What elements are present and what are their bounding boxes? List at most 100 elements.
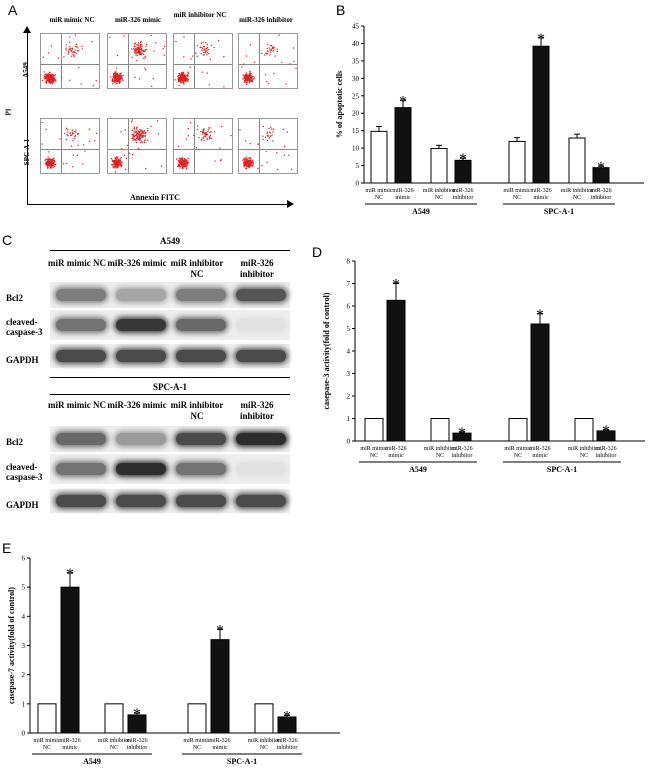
flow-dot: [221, 125, 223, 128]
x-category-label: inhibitor: [453, 195, 474, 201]
flow-dot: [75, 45, 78, 48]
x-category-label: miR inhibitor: [423, 188, 456, 194]
flow-dot: [46, 158, 49, 161]
flow-dot: [145, 48, 148, 51]
flow-dot: [46, 79, 48, 81]
flow-dot: [77, 132, 79, 135]
flow-dot: [74, 135, 76, 138]
bar: [104, 703, 124, 734]
flow-dot: [140, 40, 142, 43]
bar: [364, 418, 384, 442]
quadrant-line: [259, 34, 260, 88]
flow-dot: [68, 79, 71, 82]
blot-band: [116, 433, 166, 445]
chart-b-apoptosis: 0 5 10 15 20 25 30 35 40 45 % of apoptotic cells mi…: [335, 23, 644, 216]
flow-dot: [69, 132, 71, 134]
blot-band: [116, 495, 166, 507]
flow-dot: [65, 138, 68, 141]
flow-dot: [208, 52, 210, 55]
flow-dot: [134, 76, 136, 79]
x-category-label: miR inhibitor: [98, 738, 131, 744]
flow-dot: [177, 159, 180, 162]
flow-dot: [262, 138, 264, 141]
flow-dot: [120, 77, 122, 80]
flow-dot: [202, 137, 204, 139]
flow-dot: [223, 55, 225, 58]
flow-dot: [201, 71, 204, 73]
flow-dot: [41, 121, 43, 124]
flow-dot: [51, 80, 53, 83]
blot-band: [236, 463, 286, 475]
flow-dot: [245, 55, 248, 57]
flow-dot: [132, 139, 134, 141]
flow-dot: [209, 58, 211, 60]
flow-dot: [185, 78, 187, 81]
flow-dot: [136, 54, 139, 57]
flow-dot: [265, 136, 267, 138]
flow-dot: [250, 79, 252, 82]
flow-dot: [119, 80, 122, 83]
flow-dots: [239, 125, 293, 171]
flow-dot: [252, 160, 254, 162]
flow-dot: [138, 132, 140, 134]
flow-dot: [47, 79, 50, 81]
flow-dot: [50, 79, 52, 81]
flow-dot: [202, 132, 205, 134]
flow-dot: [262, 125, 264, 128]
quadrant-line: [194, 119, 195, 173]
blot-band: [236, 319, 286, 331]
flow-dot: [182, 74, 184, 77]
flow-dot: [197, 148, 200, 151]
flow-dot: [190, 122, 192, 124]
flow-dot: [295, 67, 297, 70]
flow-dot: [248, 79, 250, 82]
flow-dot: [182, 167, 184, 169]
flow-dot: [177, 79, 180, 82]
panel-label-a: A: [8, 2, 18, 18]
flow-dot: [51, 73, 53, 76]
flow-dot: [119, 78, 121, 80]
significance-marker: *: [399, 94, 407, 111]
flow-dot: [182, 71, 185, 74]
flow-dot: [141, 131, 143, 133]
flow-dot: [269, 51, 272, 53]
flow-dot: [266, 47, 268, 50]
x-category-label: miR-326: [590, 188, 611, 194]
flow-dot: [186, 75, 188, 77]
bar: [430, 147, 448, 184]
quadrant-line: [61, 119, 62, 173]
flow-dot: [91, 40, 93, 43]
flow-dot: [66, 133, 68, 136]
flow-dot: [130, 121, 133, 123]
flow-dot: [120, 156, 122, 159]
flow-dot: [244, 75, 246, 77]
blot-col-header: miR mimic NC: [48, 400, 106, 410]
flow-dot: [177, 80, 180, 83]
y-tick-label: 40: [352, 40, 360, 48]
flow-dot: [143, 141, 146, 144]
flow-dot: [209, 131, 211, 133]
flow-dot: [257, 167, 259, 170]
flow-dot: [184, 78, 186, 80]
flow-dot: [185, 138, 188, 140]
flow-dot: [47, 165, 50, 167]
flow-dot: [136, 137, 138, 140]
flow-dot: [115, 167, 117, 169]
flow-dot: [53, 161, 56, 163]
flow-dot: [200, 46, 203, 49]
flow-dot: [179, 160, 181, 163]
blot-band: [56, 289, 106, 301]
flow-dot: [272, 50, 274, 52]
flow-dot: [45, 73, 47, 75]
quadrant-line: [194, 34, 195, 88]
flow-dot: [115, 83, 117, 85]
flow-dot: [182, 75, 184, 78]
flow-dot: [249, 44, 252, 46]
flow-dot: [243, 81, 245, 84]
flow-dot: [206, 72, 208, 74]
flow-dot: [183, 158, 186, 161]
flow-dot: [143, 130, 145, 133]
flow-dot: [153, 50, 155, 52]
flow-dot: [183, 56, 185, 58]
flow-dot: [120, 165, 123, 168]
